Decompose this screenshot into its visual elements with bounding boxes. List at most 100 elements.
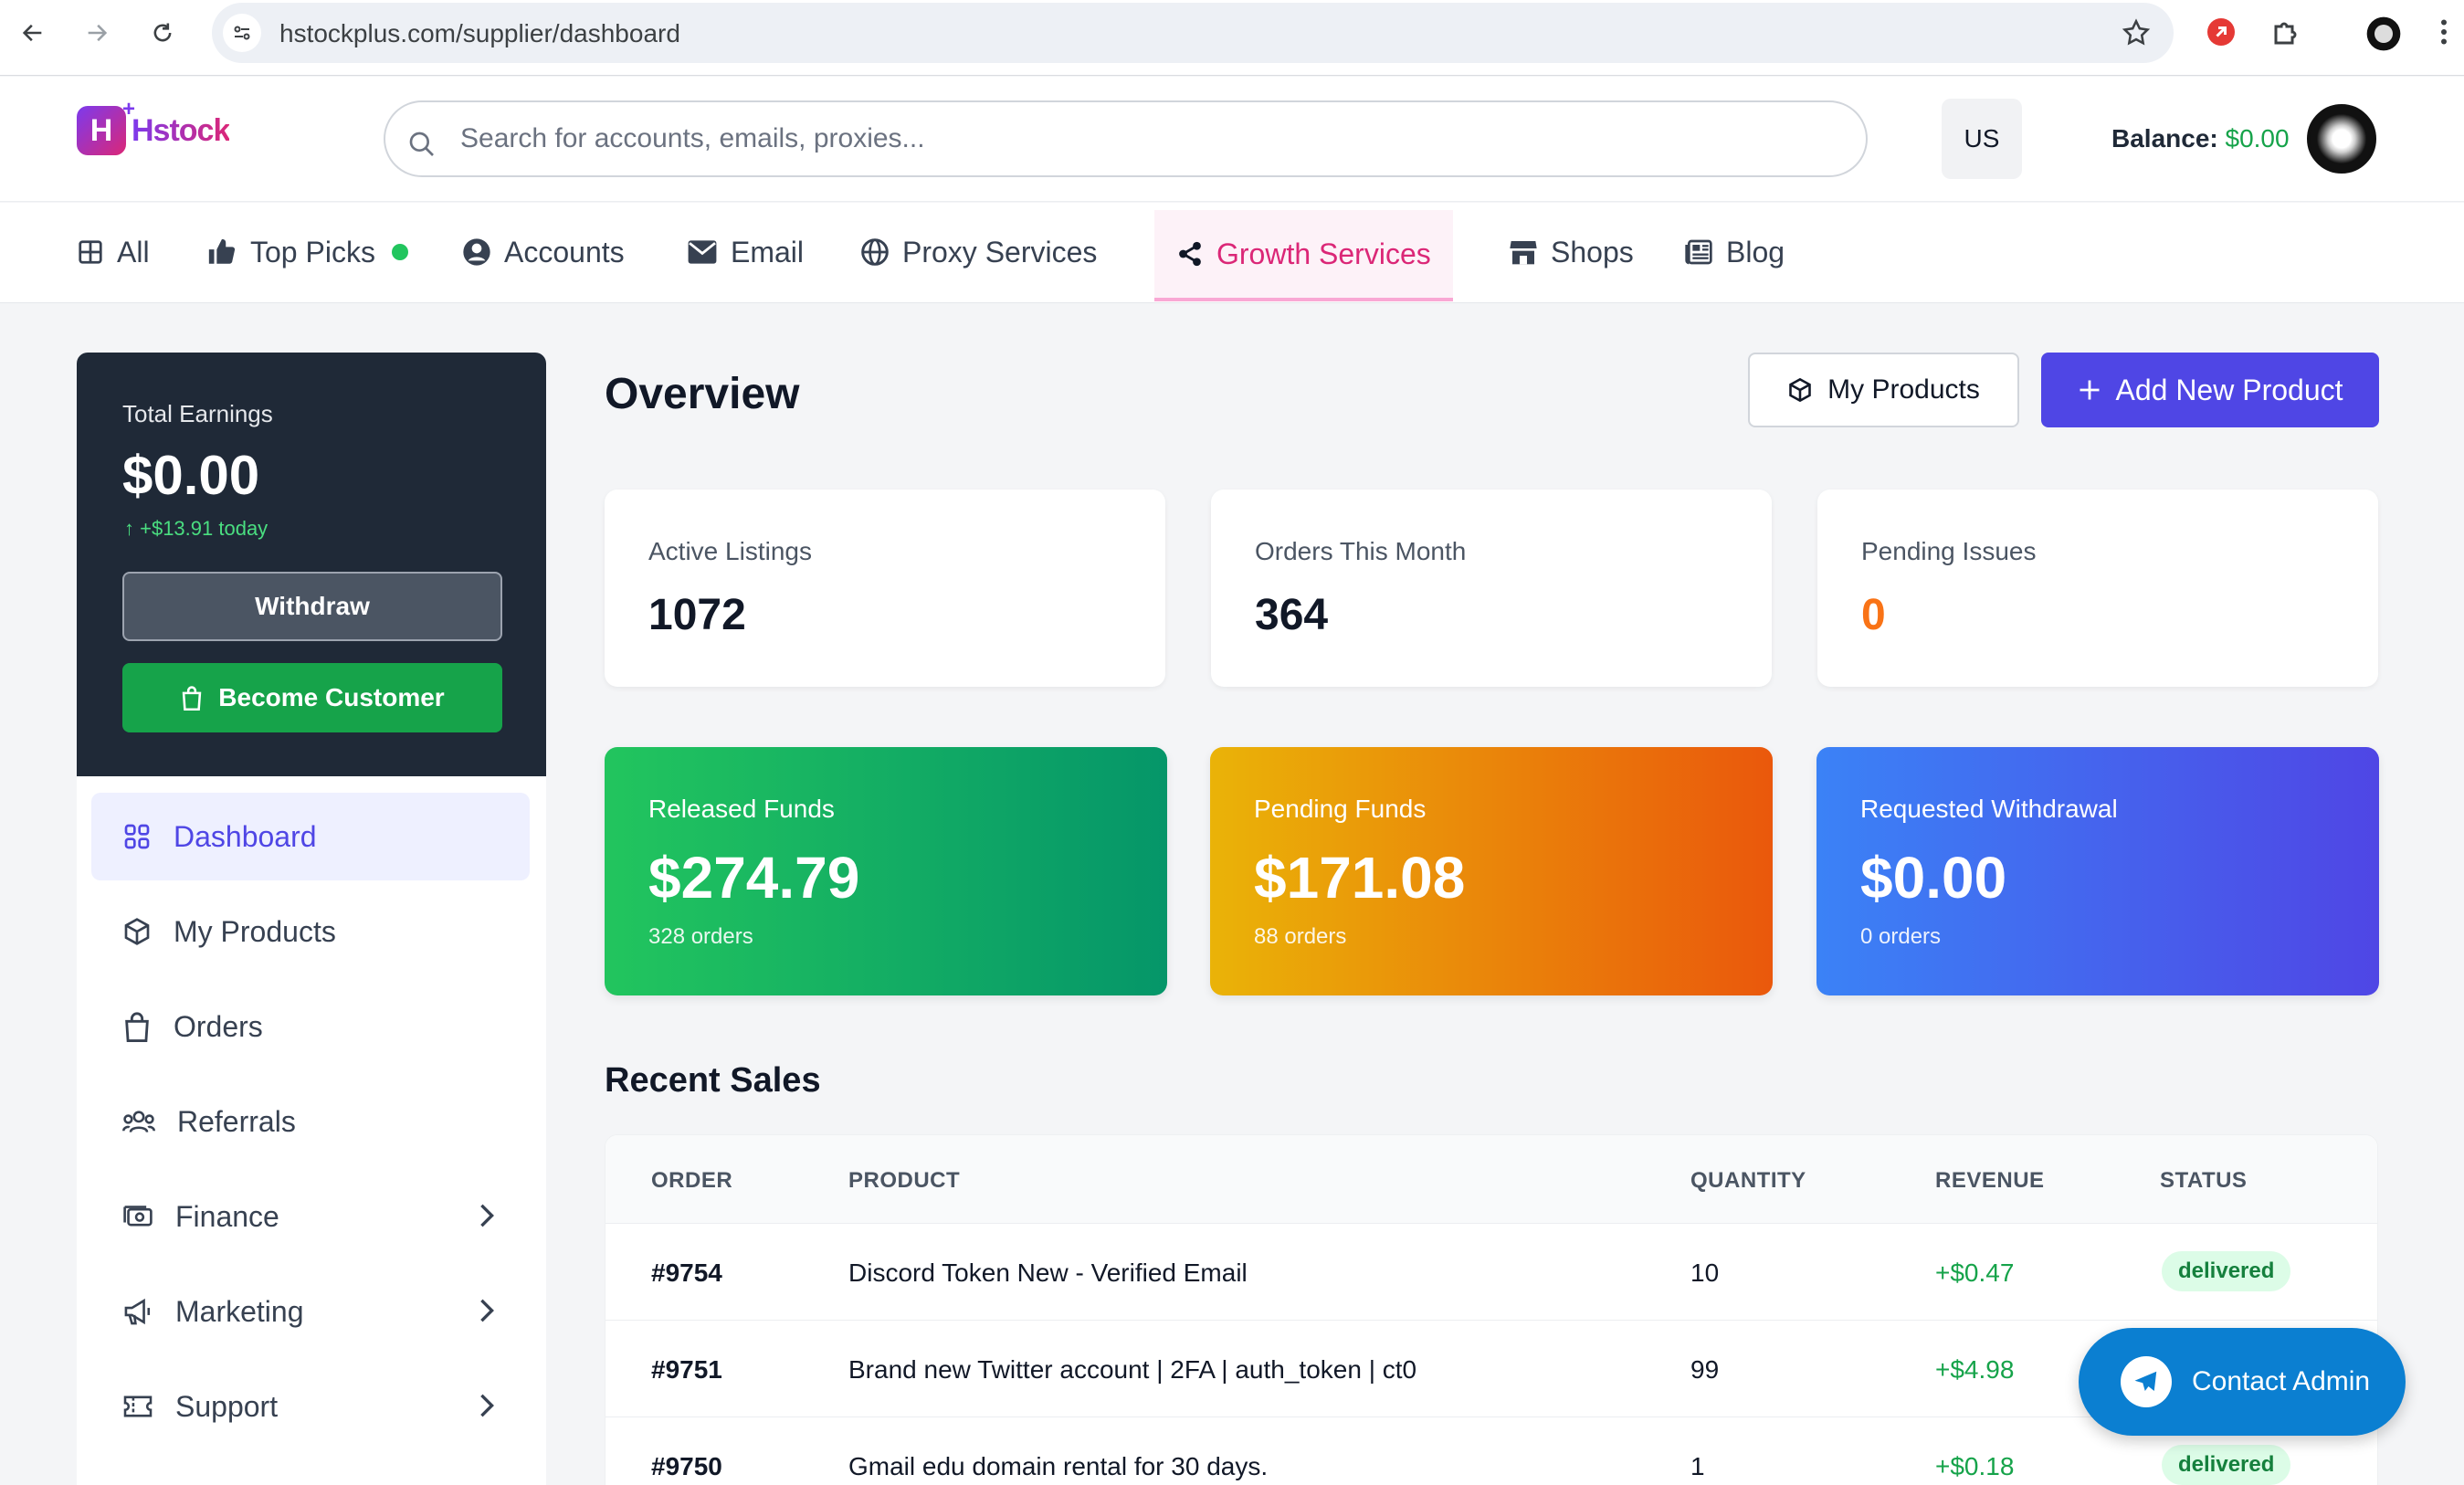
quantity: 1 xyxy=(1690,1452,1705,1480)
fund-value: $0.00 xyxy=(1860,845,2007,911)
order-id: #9751 xyxy=(651,1355,722,1384)
newspaper-icon xyxy=(1684,238,1713,266)
user-avatar[interactable] xyxy=(2307,104,2376,174)
sidebar-item-dashboard[interactable]: Dashboard xyxy=(91,793,530,880)
chevron-right-icon xyxy=(479,1202,495,1236)
category-all-label: All xyxy=(117,235,150,269)
cube-icon xyxy=(122,917,152,946)
status-badge: delivered xyxy=(2162,1251,2291,1291)
balance-display: Balance: $0.00 xyxy=(2111,124,2290,153)
become-customer-button[interactable]: Become Customer xyxy=(122,663,502,732)
users-icon xyxy=(122,1107,155,1136)
balance-value: $0.00 xyxy=(2225,124,2290,153)
reload-icon[interactable] xyxy=(144,15,181,51)
shop-icon xyxy=(1509,238,1538,266)
sidebar-item-orders[interactable]: Orders xyxy=(91,983,530,1070)
stat-value: 1072 xyxy=(648,591,746,639)
table-row[interactable]: #9750 Gmail edu domain rental for 30 day… xyxy=(605,1417,2377,1485)
fund-value: $274.79 xyxy=(648,845,860,911)
recent-sales-table: ORDER PRODUCT QUANTITY REVENUE STATUS #9… xyxy=(605,1134,2378,1485)
balance-label: Balance: xyxy=(2111,124,2218,153)
profile-avatar-icon[interactable] xyxy=(2365,16,2402,57)
sidebar-item-label: Dashboard xyxy=(174,819,317,853)
product-name: Brand new Twitter account | 2FA | auth_t… xyxy=(848,1355,1417,1384)
site-logo[interactable]: H + Hstock xyxy=(77,97,230,155)
logo-text: Hstock xyxy=(132,112,230,148)
stat-label: Pending Issues xyxy=(1861,537,2037,565)
category-all[interactable]: All xyxy=(77,203,150,301)
stat-card-active-listings: Active Listings 1072 xyxy=(605,490,1165,687)
money-icon xyxy=(122,1203,153,1230)
sidebar-item-label: My Products xyxy=(174,914,336,948)
search-bar[interactable] xyxy=(384,100,1868,177)
envelope-icon xyxy=(687,239,718,265)
url-text[interactable]: hstockplus.com/supplier/dashboard xyxy=(279,19,680,47)
megaphone-icon xyxy=(122,1297,153,1326)
verified-check-icon xyxy=(391,244,408,260)
thumbs-up-icon xyxy=(206,237,237,268)
fund-card-pending: Pending Funds $171.08 88 orders xyxy=(1210,747,1773,995)
category-proxy-label: Proxy Services xyxy=(902,235,1098,269)
column-header: REVENUE xyxy=(1935,1168,2045,1193)
withdraw-button[interactable]: Withdraw xyxy=(122,572,502,641)
add-new-product-label: Add New Product xyxy=(2115,373,2343,406)
sidebar-item-referrals[interactable]: Referrals xyxy=(91,1078,530,1165)
category-shops-label: Shops xyxy=(1551,235,1634,269)
category-top-picks[interactable]: Top Picks xyxy=(206,203,408,301)
user-circle-icon xyxy=(462,237,491,267)
search-input[interactable] xyxy=(460,115,1830,163)
dashboard-grid-icon xyxy=(122,822,152,851)
table-row[interactable]: #9754 Discord Token New - Verified Email… xyxy=(605,1223,2377,1320)
category-shops[interactable]: Shops xyxy=(1509,203,1634,301)
earnings-today: ↑ +$13.91 today xyxy=(124,517,269,540)
share-nodes-icon xyxy=(1176,240,1204,268)
bookmark-star-icon[interactable] xyxy=(2121,17,2152,53)
back-icon[interactable] xyxy=(15,15,51,51)
category-email-label: Email xyxy=(731,235,805,269)
stat-value: 0 xyxy=(1861,591,1886,639)
my-products-button[interactable]: My Products xyxy=(1748,353,2019,427)
status-badge: delivered xyxy=(2162,1445,2291,1485)
earnings-value: $0.00 xyxy=(122,445,260,506)
sidebar-item-marketing[interactable]: Marketing xyxy=(91,1268,530,1355)
sidebar: Total Earnings $0.00 ↑ +$13.91 today Wit… xyxy=(77,353,546,1485)
site-info-icon[interactable] xyxy=(223,14,261,52)
add-new-product-button[interactable]: Add New Product xyxy=(2041,353,2379,427)
quantity: 10 xyxy=(1690,1259,1720,1287)
category-proxy-services[interactable]: Proxy Services xyxy=(860,203,1097,301)
cube-icon xyxy=(1787,377,1813,403)
sidebar-item-label: Finance xyxy=(175,1199,279,1233)
revenue: +$0.47 xyxy=(1935,1259,2015,1287)
sidebar-item-finance[interactable]: Finance xyxy=(91,1173,530,1260)
category-growth-label: Growth Services xyxy=(1216,237,1431,270)
category-growth-services[interactable]: Growth Services xyxy=(1154,210,1453,301)
stat-label: Active Listings xyxy=(648,537,812,565)
sidebar-item-label: Orders xyxy=(174,1009,263,1043)
fund-label: Released Funds xyxy=(648,795,835,823)
contact-admin-label: Contact Admin xyxy=(2192,1366,2371,1396)
extensions-puzzle-icon[interactable] xyxy=(2270,16,2303,53)
category-email[interactable]: Email xyxy=(687,203,804,301)
earnings-card: Total Earnings $0.00 ↑ +$13.91 today Wit… xyxy=(77,353,546,776)
globe-icon xyxy=(860,237,890,267)
browser-menu-icon[interactable] xyxy=(2438,16,2449,53)
category-top-picks-label: Top Picks xyxy=(250,235,375,269)
fund-label: Requested Withdrawal xyxy=(1860,795,2118,823)
language-selector[interactable]: US xyxy=(1942,99,2022,179)
forward-icon[interactable] xyxy=(79,15,115,51)
become-customer-label: Become Customer xyxy=(218,683,445,711)
ticket-icon xyxy=(122,1394,153,1419)
sidebar-item-support[interactable]: Support xyxy=(91,1363,530,1450)
sidebar-item-label: Referrals xyxy=(177,1104,296,1138)
category-blog[interactable]: Blog xyxy=(1684,203,1785,301)
fund-card-requested-withdrawal: Requested Withdrawal $0.00 0 orders xyxy=(1816,747,2379,995)
column-header: ORDER xyxy=(651,1168,733,1193)
sidebar-item-my-products[interactable]: My Products xyxy=(91,888,530,975)
my-products-label: My Products xyxy=(1827,374,1980,405)
address-bar[interactable]: hstockplus.com/supplier/dashboard xyxy=(212,3,2174,63)
contact-admin-button[interactable]: Contact Admin xyxy=(2079,1328,2406,1436)
chevron-right-icon xyxy=(479,1297,495,1331)
category-accounts[interactable]: Accounts xyxy=(462,203,625,301)
extension-icon[interactable] xyxy=(2205,16,2238,53)
logo-mark-icon: H + xyxy=(77,97,135,155)
